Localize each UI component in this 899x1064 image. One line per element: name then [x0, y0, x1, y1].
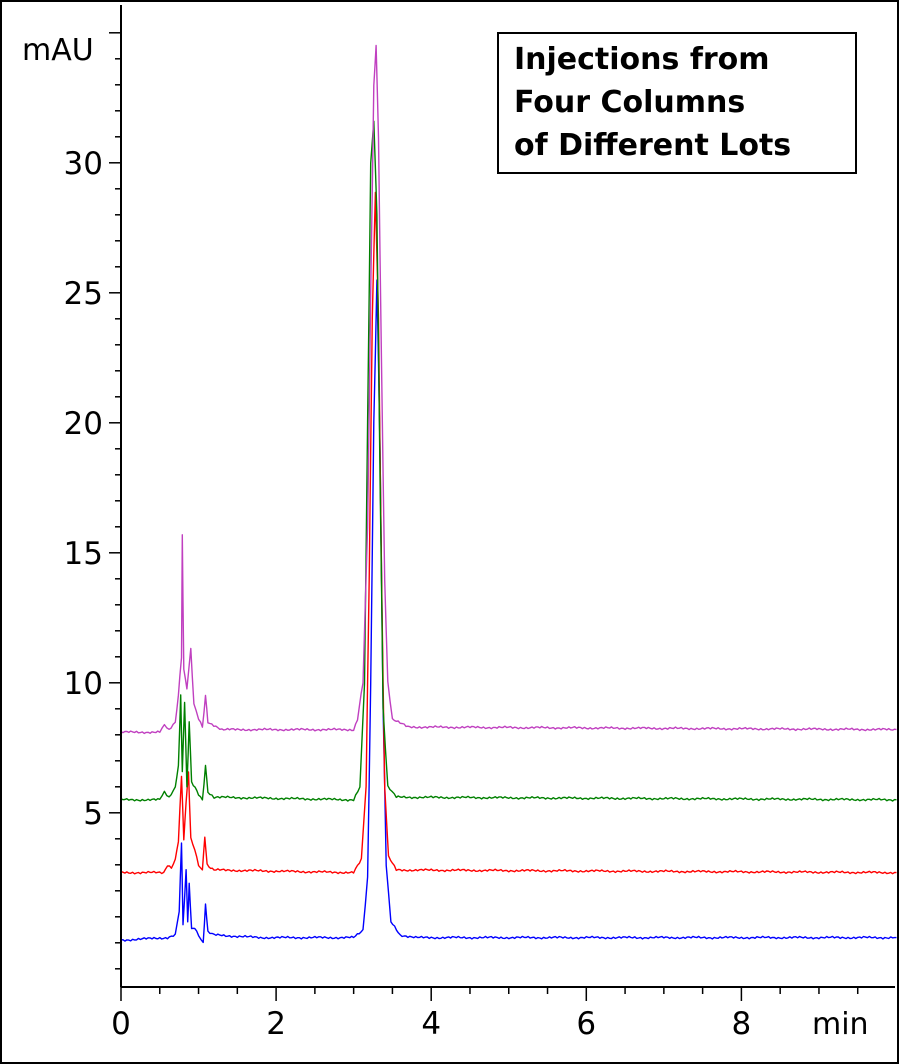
y-tick-label: 15 — [64, 536, 103, 572]
annotation-line-3: of Different Lots — [514, 128, 792, 163]
y-tick-label: 20 — [64, 406, 103, 442]
annotation-line-1: Injections from — [514, 42, 770, 77]
x-tick-label: 4 — [421, 1006, 441, 1042]
trace-series-1 — [120, 279, 897, 944]
y-tick-label: 30 — [64, 146, 103, 182]
axes-group: 5 10 15 20 25 30 0 2 4 6 8 — [64, 5, 895, 1042]
annotation-box: Injections from Four Columns of Differen… — [497, 32, 857, 174]
x-tick-label: 6 — [576, 1006, 596, 1042]
y-axis-unit-label: mAU — [22, 33, 94, 68]
trace-series-4 — [120, 44, 897, 735]
x-tick-label: 0 — [111, 1006, 131, 1042]
x-tick-label: 8 — [732, 1006, 752, 1042]
traces-group — [120, 44, 897, 944]
y-tick-label: 5 — [83, 796, 103, 832]
trace-series-2 — [120, 191, 897, 875]
trace-series-3 — [120, 120, 897, 802]
x-axis-unit-label: min — [812, 1007, 869, 1042]
annotation-line-2: Four Columns — [514, 85, 746, 120]
x-tick-label: 2 — [266, 1006, 286, 1042]
y-tick-label: 25 — [64, 276, 103, 312]
y-tick-label: 10 — [64, 666, 103, 702]
